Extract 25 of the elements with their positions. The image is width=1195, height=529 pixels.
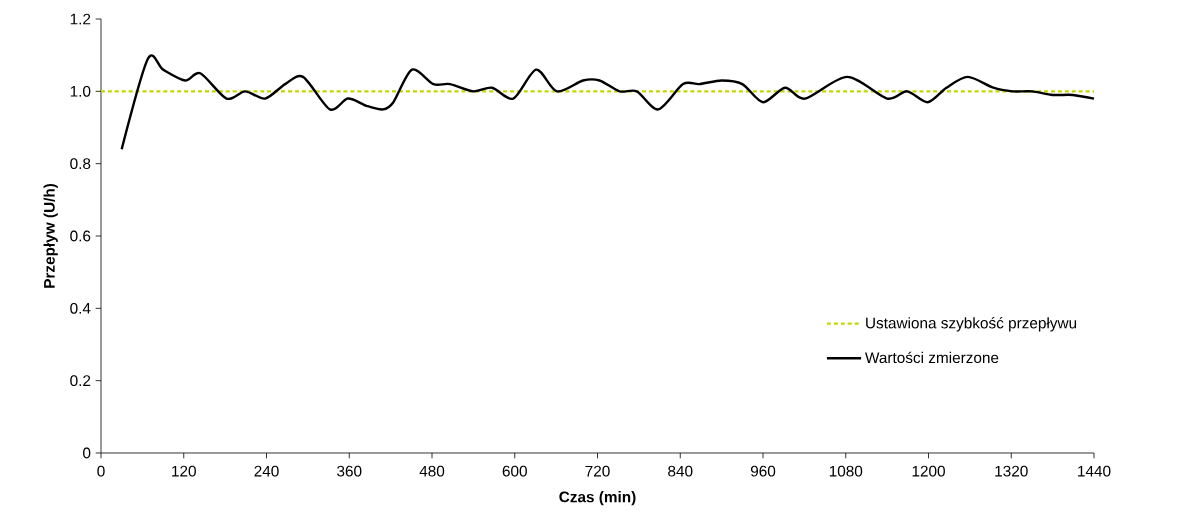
line-series [120,56,1096,151]
x-axis-title: Czas (min) [559,491,636,506]
x-tick-label: 1440 [1078,465,1111,477]
y-tick-label: 0.4 [70,302,91,314]
y-axis-title: Przepływ (U/h) [43,183,58,288]
x-tick-label: 240 [254,465,279,477]
x-tick-label: 360 [337,465,362,477]
x-tick-label: 1080 [829,465,863,477]
legend-label: Wartości zmierzone [865,351,999,364]
y-tick-label: 1.2 [70,13,91,25]
x-tick-label: 720 [585,465,610,477]
legend-label: Ustawiona szybkość przepływu [866,317,1077,332]
x-tick-label: 0 [97,465,105,477]
x-tick-label: 840 [668,465,693,477]
y-tick-label: 0.2 [70,375,91,387]
x-tick-label: 600 [502,465,527,477]
x-tick-label: 1200 [912,465,945,477]
y-tick-label: 1.0 [70,85,91,97]
x-tick-label: 1320 [995,465,1028,477]
x-tick-label: 960 [750,465,776,477]
x-tick-label: 480 [419,465,445,477]
y-tick-label: 0 [83,447,91,459]
y-tick-label: 0.8 [70,158,91,170]
x-tick-label: 120 [172,465,196,477]
y-tick-label: 0.6 [70,230,91,242]
